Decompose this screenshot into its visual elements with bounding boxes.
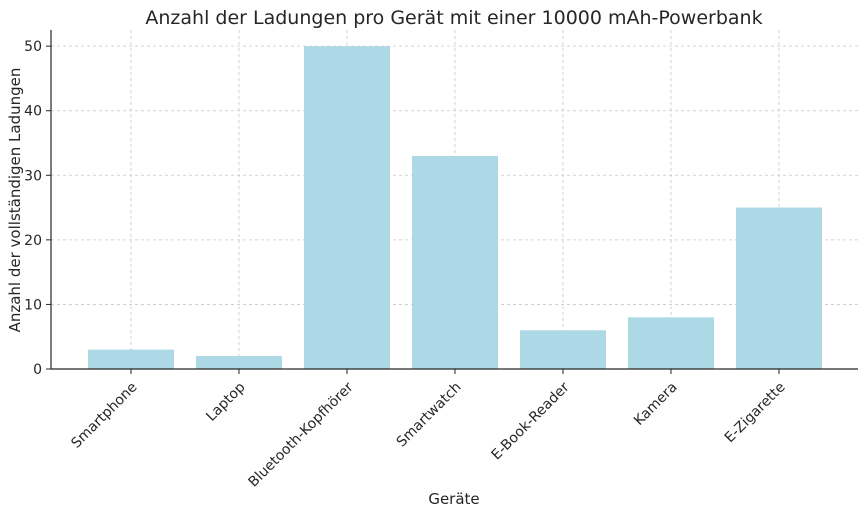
y-tick-label: 50 [24,39,42,55]
bar [88,349,174,369]
x-tick-label: Smartwatch [394,379,465,450]
bars [88,46,822,370]
bar [412,155,498,369]
y-tick-label: 20 [24,233,42,249]
bar [196,356,282,369]
x-tick-label: E-Zigarette [722,379,789,446]
y-tick-label: 40 [24,104,42,120]
x-tick-label: Smartphone [68,379,140,451]
y-tick-label: 0 [33,362,42,378]
chart-title: Anzahl der Ladungen pro Gerät mit einer … [145,7,762,29]
y-tick-label: 30 [24,168,42,184]
y-axis-ticks: 0 10 20 30 40 50 [24,39,51,378]
y-tick-label: 10 [24,297,42,313]
x-axis-label: Geräte [428,490,479,508]
bar [304,46,390,370]
x-tick-label: Laptop [203,379,248,424]
bar [628,317,714,369]
x-tick-label: Bluetooth-Kopfhörer [245,379,356,490]
y-axis-label: Anzahl der vollständigen Ladungen [6,68,24,333]
bar [736,207,822,369]
x-tick-label: E-Book-Reader [489,379,573,463]
x-tick-label: Kamera [631,379,681,429]
bar [520,330,606,369]
